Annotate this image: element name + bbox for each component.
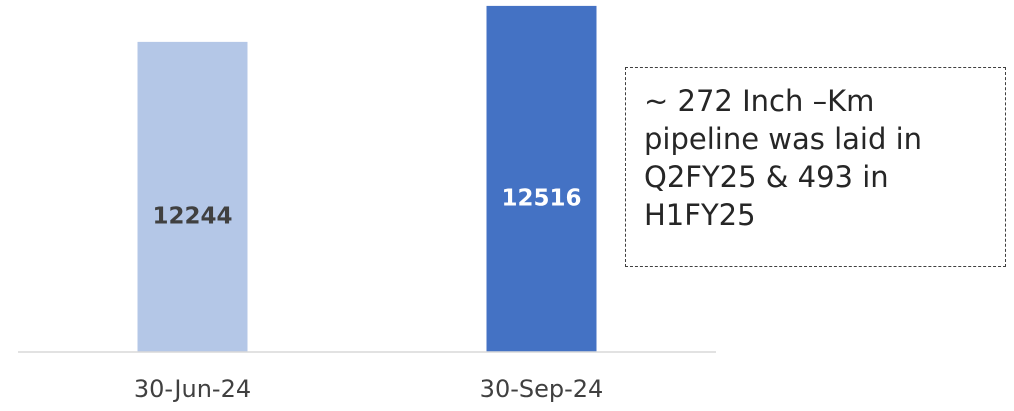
x-tick-label: 30-Sep-24 [480,375,604,403]
bar [137,41,248,353]
x-tick-label: 30-Jun-24 [134,375,251,403]
data-label: 12516 [501,185,581,211]
annotation: ~ 272 Inch –Km pipeline was laid in Q2FY… [625,67,1006,267]
data-label: 12244 [152,203,232,229]
bar [486,5,597,353]
